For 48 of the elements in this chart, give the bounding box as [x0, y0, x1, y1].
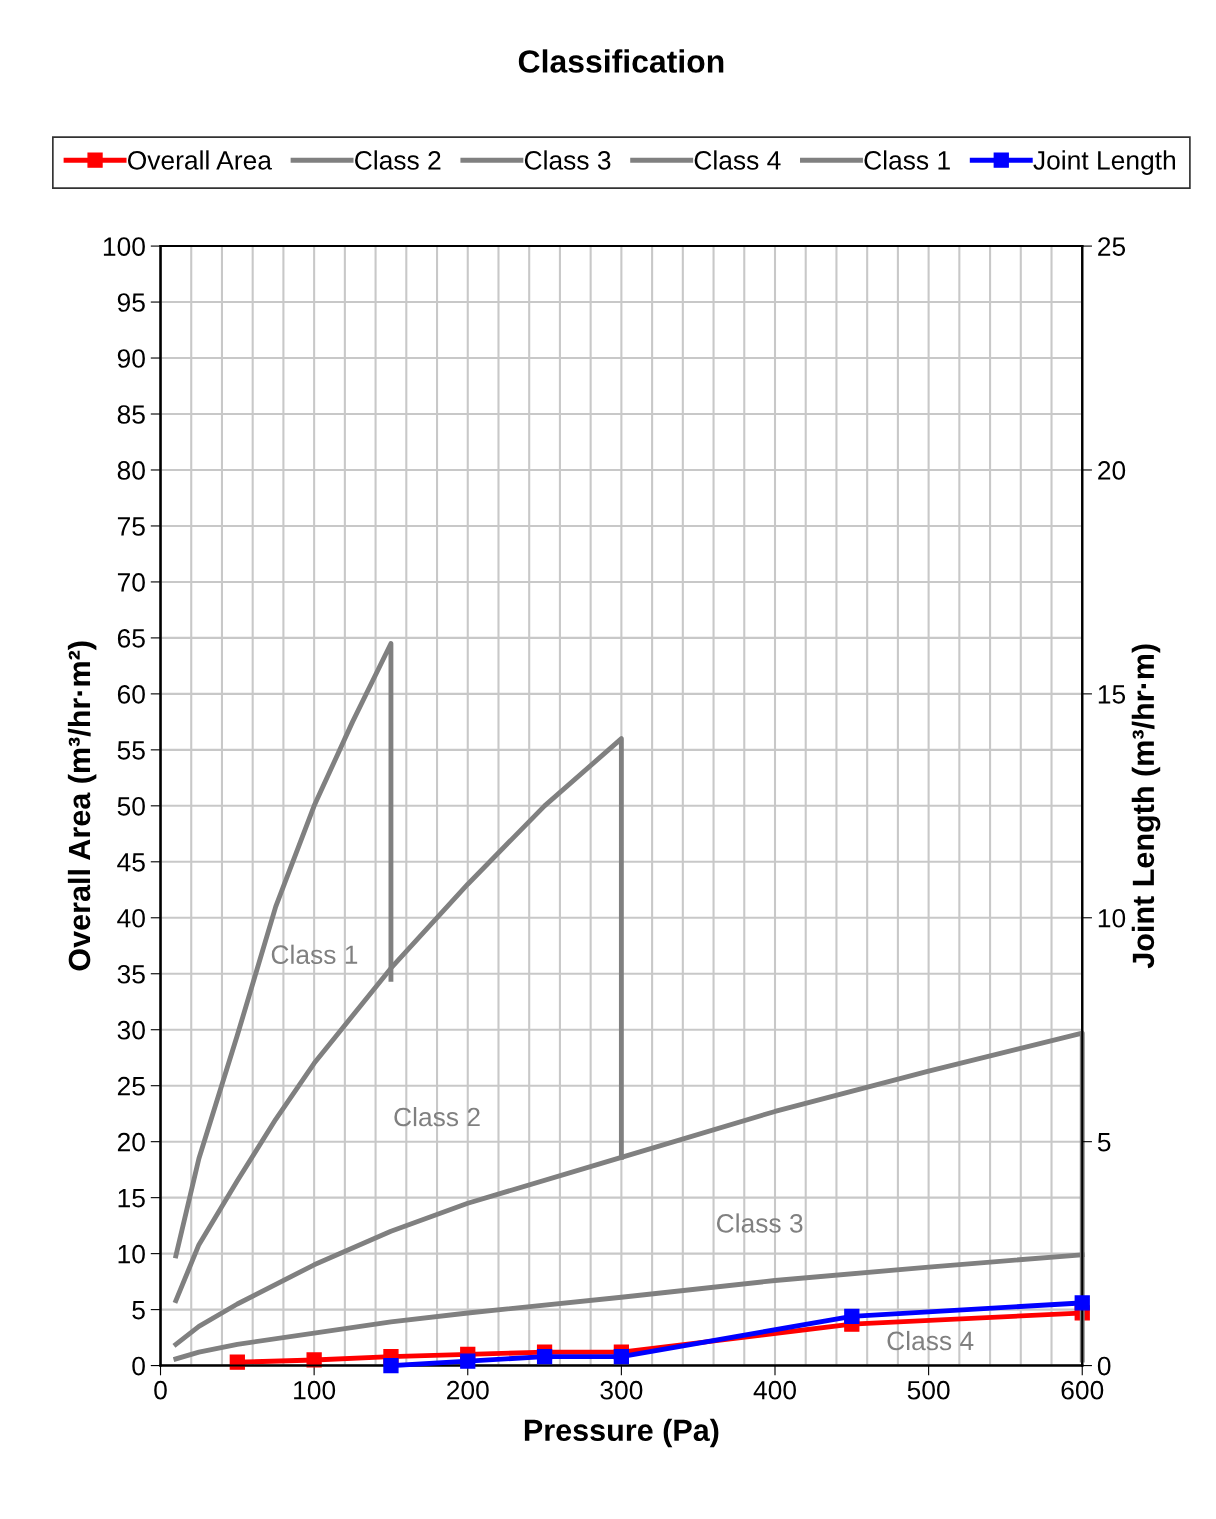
annotation: Class 2: [394, 1106, 480, 1127]
y-tick-label: 100: [103, 237, 145, 256]
y-tick-label: 25: [117, 1076, 145, 1096]
x-tick-label: 0: [154, 1380, 167, 1400]
y-tick-label: 35: [117, 964, 145, 984]
y-tick-label: 10: [118, 1244, 145, 1264]
legend-label: Class 2: [355, 150, 441, 170]
y-tick-label: 50: [117, 796, 145, 816]
y-tick-label: 70: [117, 573, 145, 592]
y-tick-label: 45: [117, 853, 145, 872]
chart-title: Classification: [518, 49, 724, 73]
annotation: Class 3: [716, 1213, 803, 1233]
y-tick-label: 30: [117, 1020, 145, 1040]
y-tick-label: 90: [117, 349, 145, 368]
y2-tick-label: 20: [1098, 461, 1126, 480]
y-tick-label: 95: [117, 293, 145, 312]
x-axis-title: Pressure (Pa): [524, 1418, 719, 1448]
legend-label: Joint Length: [1033, 150, 1175, 175]
y2-tick-label: 25: [1098, 237, 1126, 256]
y-tick-label: 60: [117, 685, 145, 704]
x-tick-label: 600: [1061, 1380, 1104, 1400]
legend-label: Class 1: [864, 150, 950, 170]
y-tick-label: 5: [132, 1301, 145, 1320]
y-tick-label: 65: [117, 629, 145, 648]
legend-label: Class 3: [524, 150, 611, 170]
y-axis-title: Overall Area (m³/hr·m²): [67, 641, 97, 971]
y-tick-label: 0: [132, 1356, 145, 1376]
y-tick-label: 85: [117, 405, 145, 424]
x-tick-label: 300: [600, 1380, 643, 1400]
x-tick-label: 400: [753, 1380, 796, 1400]
legend-label: Overall Area: [127, 150, 272, 170]
y2-axis-title: Joint Length (m³/hr·m): [1131, 644, 1161, 969]
x-tick-label: 100: [294, 1380, 336, 1400]
y2-tick-label: 15: [1098, 685, 1126, 704]
y-tick-label: 15: [118, 1189, 145, 1208]
legend-label: Class 4: [694, 150, 781, 170]
y-tick-label: 80: [117, 461, 145, 480]
y-tick-label: 75: [117, 517, 145, 536]
y2-tick-label: 10: [1098, 908, 1126, 928]
annotation: Class 1: [271, 944, 358, 965]
y2-tick-label: 0: [1097, 1356, 1111, 1376]
y2-tick-label: 5: [1097, 1133, 1111, 1152]
y-tick-label: 55: [117, 741, 145, 760]
x-tick-label: 200: [447, 1380, 489, 1400]
annotation: Class 4: [887, 1330, 974, 1351]
x-tick-label: 500: [907, 1380, 950, 1400]
y-tick-label: 20: [117, 1132, 145, 1152]
y-tick-label: 40: [117, 908, 145, 928]
